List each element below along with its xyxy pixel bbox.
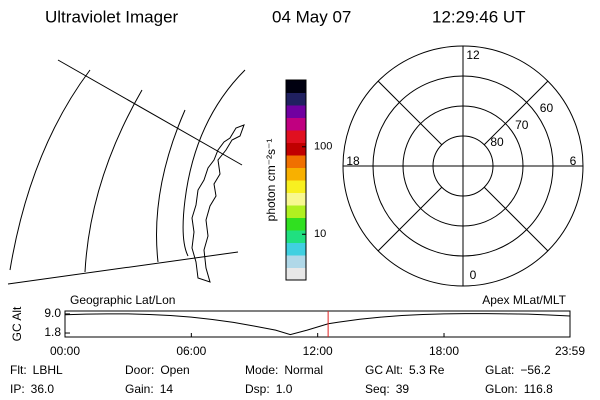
map bbox=[7, 59, 246, 285]
map-line bbox=[57, 59, 243, 166]
title: Ultraviolet Imager bbox=[45, 7, 179, 26]
color-swatch bbox=[286, 180, 306, 193]
colorbar-label: photon cm⁻²s⁻¹ bbox=[264, 139, 278, 222]
lat-circle bbox=[432, 135, 494, 197]
footer: Flt: LBHL IP: 36.0 Door: Open Gain: 14 Mode: Norm… bbox=[10, 363, 553, 396]
altitude-plot: Geographic Lat/Lon Apex MLat/MLT GC Alt 9.0… bbox=[10, 293, 585, 358]
mlt-label: 6 bbox=[570, 154, 577, 168]
lat-label: 80 bbox=[490, 135, 504, 149]
right-title: Apex MLat/MLT bbox=[482, 293, 566, 307]
map-line bbox=[84, 89, 143, 273]
altitude-line bbox=[64, 313, 571, 336]
color-swatch bbox=[286, 105, 306, 118]
map-line bbox=[7, 251, 239, 285]
color-swatch bbox=[286, 267, 306, 281]
time: 12:29:46 UT bbox=[432, 7, 526, 26]
x-tick-label: 00:00 bbox=[50, 344, 80, 358]
field-value: 1.0 bbox=[276, 382, 293, 396]
field-label: GLon: bbox=[485, 382, 518, 396]
left-title: Geographic Lat/Lon bbox=[70, 293, 175, 307]
mlt-label: 12 bbox=[466, 48, 480, 62]
x-tick-label: 06:00 bbox=[176, 344, 206, 358]
color-swatch bbox=[286, 217, 306, 231]
colorbar: 10 100 bbox=[285, 79, 332, 281]
field-value: Open bbox=[160, 363, 189, 377]
y-axis-label: GC Alt bbox=[10, 306, 24, 341]
radial-line bbox=[483, 80, 549, 146]
color-swatch bbox=[286, 117, 306, 131]
field-value: 116.8 bbox=[524, 382, 553, 396]
field-label: Mode: bbox=[245, 363, 278, 377]
date: 04 May 07 bbox=[272, 7, 351, 26]
field-value: 14 bbox=[160, 382, 174, 396]
map-line bbox=[9, 69, 91, 271]
color-swatch bbox=[286, 80, 306, 93]
color-swatch bbox=[286, 255, 306, 268]
color-swatch bbox=[286, 230, 306, 243]
lat-circle bbox=[372, 75, 554, 257]
map-line bbox=[156, 109, 186, 263]
colorbar-tick-label: 100 bbox=[314, 141, 332, 153]
field-value: 39 bbox=[396, 382, 410, 396]
y-tick-label: 1.8 bbox=[44, 325, 61, 339]
colorbar-frame bbox=[285, 79, 307, 281]
field-label: Seq: bbox=[365, 382, 390, 396]
field-value: 5.3 Re bbox=[409, 363, 445, 377]
x-tick-label: 12:00 bbox=[303, 344, 333, 358]
field-label: GLat: bbox=[485, 363, 514, 377]
x-tick-label: 18:00 bbox=[429, 344, 459, 358]
color-swatch bbox=[286, 242, 306, 256]
x-tick-label: 23:59 bbox=[555, 344, 585, 358]
color-swatch bbox=[286, 167, 306, 181]
color-swatch bbox=[286, 130, 306, 143]
field-label: Door: bbox=[125, 363, 154, 377]
color-swatch bbox=[286, 142, 306, 156]
field-value: LBHL bbox=[33, 363, 63, 377]
lat-label: 70 bbox=[515, 118, 529, 132]
lat-label: 60 bbox=[540, 101, 554, 115]
mlt-label: 18 bbox=[346, 154, 360, 168]
field-label: Gain: bbox=[125, 382, 154, 396]
radial-line bbox=[377, 186, 443, 252]
radial-line bbox=[377, 80, 443, 146]
field-label: IP: bbox=[10, 382, 25, 396]
color-swatch bbox=[286, 205, 306, 218]
color-swatch bbox=[286, 92, 306, 106]
field-label: GC Alt: bbox=[365, 363, 403, 377]
lat-circle bbox=[402, 105, 524, 227]
color-swatch bbox=[286, 192, 306, 206]
y-tick-label: 9.0 bbox=[44, 306, 61, 320]
field-value: Normal bbox=[284, 363, 323, 377]
map-line bbox=[182, 69, 246, 257]
field-value: 36.0 bbox=[31, 382, 55, 396]
colorbar-tick-label: 10 bbox=[314, 228, 326, 240]
radial-line bbox=[483, 186, 549, 252]
color-swatch bbox=[286, 155, 306, 168]
field-value: −56.2 bbox=[520, 363, 551, 377]
field-label: Flt: bbox=[10, 363, 27, 377]
coastline bbox=[191, 124, 245, 283]
field-label: Dsp: bbox=[245, 382, 270, 396]
mlt-label: 0 bbox=[470, 268, 477, 282]
